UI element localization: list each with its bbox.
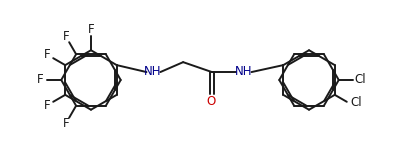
Text: Cl: Cl (355, 73, 367, 86)
Text: NH: NH (144, 65, 161, 78)
Text: NH: NH (235, 65, 252, 78)
Text: O: O (206, 95, 216, 108)
Text: Cl: Cl (350, 96, 361, 109)
Text: F: F (62, 117, 69, 130)
Text: F: F (62, 30, 69, 43)
Text: F: F (37, 73, 44, 86)
Text: F: F (44, 48, 51, 61)
Text: F: F (88, 23, 94, 36)
Text: F: F (44, 99, 51, 112)
